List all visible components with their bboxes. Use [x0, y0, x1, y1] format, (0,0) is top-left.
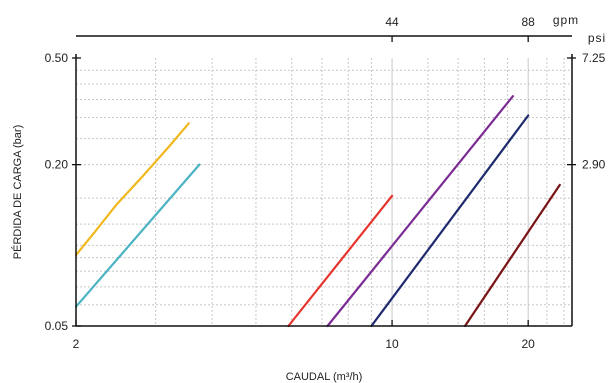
x-top-tick-label: 44: [385, 15, 399, 29]
axes: [72, 35, 576, 327]
series-line-3: [287, 194, 394, 328]
y-right-tick-label: 2.90: [582, 158, 606, 172]
labels: 2 10 20 44 88 gpm 0.05 0.20 0.50 2.90 7.25 psi CAUDA…: [11, 13, 606, 383]
y-tick-label: 0.05: [45, 319, 69, 333]
series-line-5: [370, 114, 530, 328]
series-group: [74, 95, 561, 328]
y-tick-label: 0.50: [45, 51, 69, 65]
series-line-4: [326, 95, 514, 328]
x-tick-label: 10: [385, 337, 399, 351]
x-tick-label: 2: [73, 337, 80, 351]
x-top-tick-label: 88: [521, 15, 535, 29]
series-line-1: [74, 122, 190, 257]
y-right-tick-label: 7.25: [582, 51, 606, 65]
series-line-6: [463, 183, 561, 328]
series-line-2: [74, 163, 201, 308]
y-tick-label: 0.20: [45, 158, 69, 172]
y-axis-title: PÉRDIDA DE CARGA (bar): [11, 125, 24, 259]
grid: [75, 58, 572, 326]
y-right-unit-label: psi: [588, 31, 606, 45]
x-top-unit-label: gpm: [553, 13, 579, 27]
x-axis-title: CAUDAL (m³/h): [286, 371, 363, 383]
x-tick-label: 20: [521, 337, 535, 351]
